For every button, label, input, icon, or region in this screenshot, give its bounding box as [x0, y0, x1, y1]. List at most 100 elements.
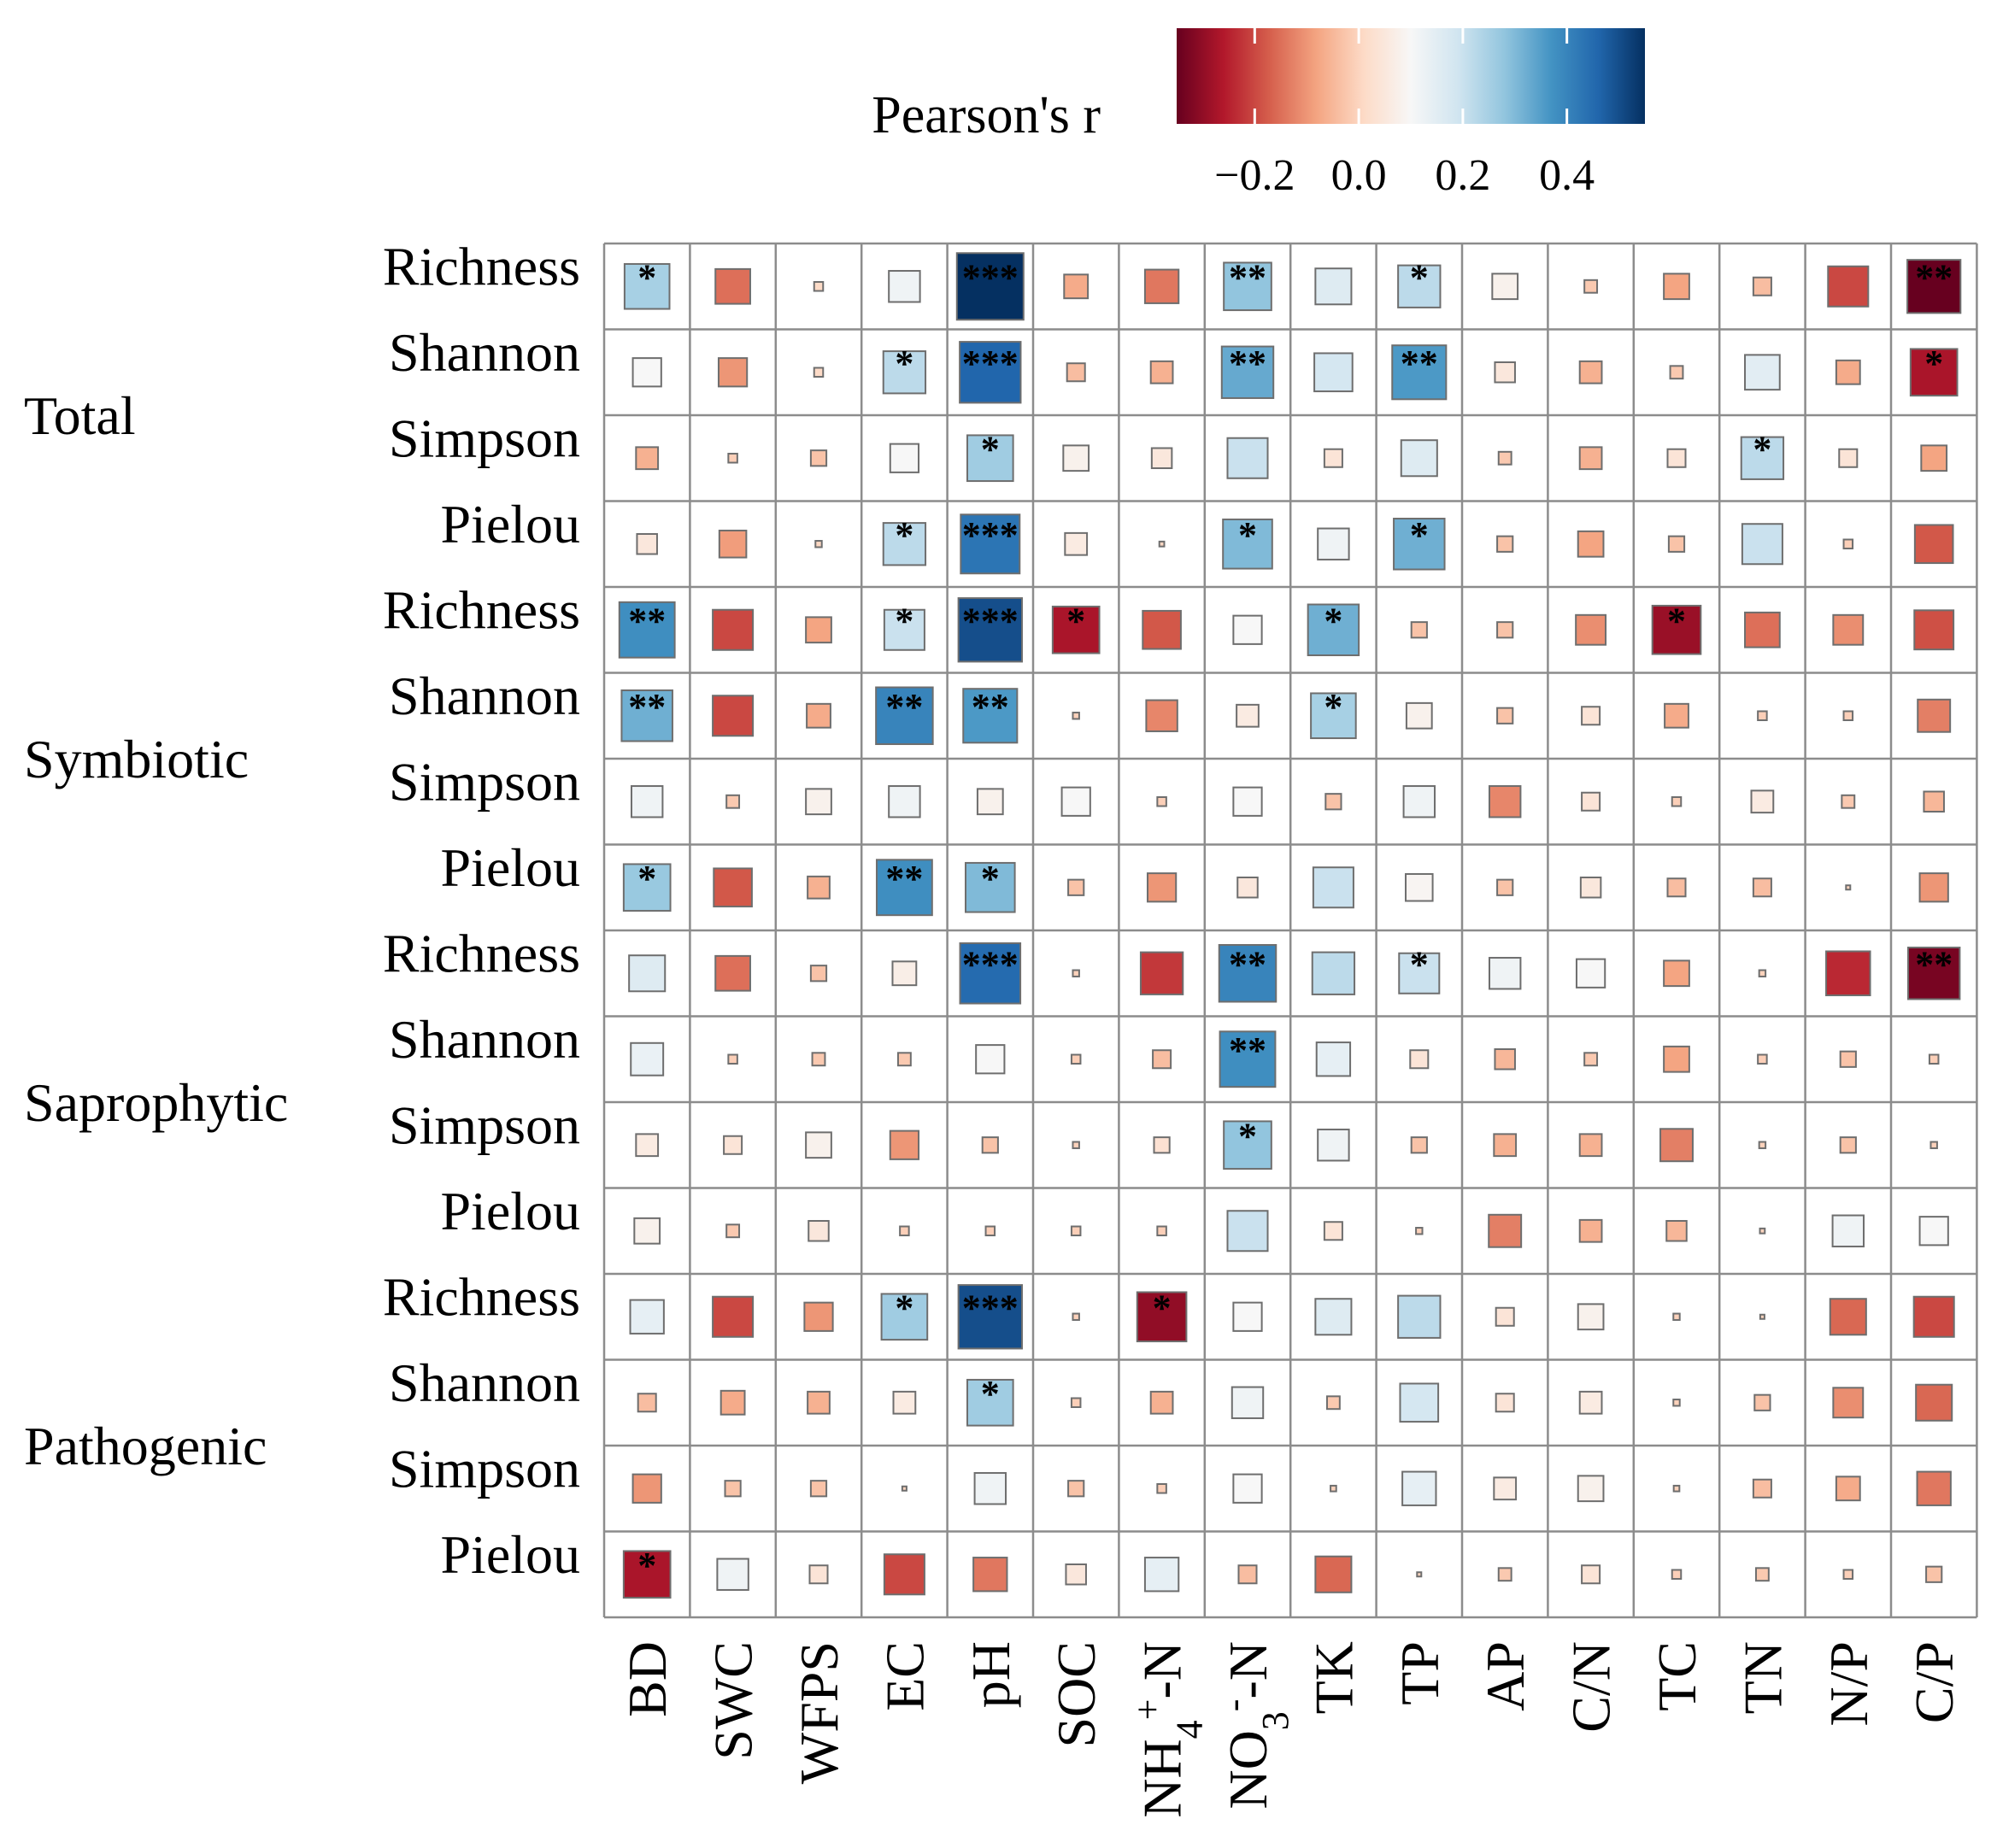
heatmap-cell	[631, 357, 662, 388]
heatmap-cell	[805, 1131, 832, 1159]
significance-mark: *	[981, 1373, 1000, 1415]
heatmap-cell	[1667, 535, 1686, 553]
significance-mark: *	[1238, 1115, 1257, 1157]
heatmap-cell	[1832, 613, 1865, 646]
significance-mark: *	[637, 858, 656, 900]
heatmap-cell	[1672, 1484, 1681, 1493]
row-label: Shannon	[389, 322, 580, 383]
heatmap-cell	[629, 1299, 665, 1335]
heatmap-cell	[957, 597, 1023, 663]
heatmap-cell	[1397, 1294, 1442, 1339]
heatmap-cell	[628, 954, 667, 993]
heatmap-cell	[1578, 1218, 1603, 1243]
heatmap-cell	[1064, 531, 1089, 556]
heatmap-cell	[1330, 1484, 1337, 1493]
heatmap-cell	[718, 529, 748, 559]
heatmap-cell	[1156, 1225, 1167, 1237]
heatmap-cell	[1578, 1133, 1603, 1158]
column-label: SWC	[703, 1641, 764, 1760]
row-label: Simpson	[389, 1438, 580, 1499]
heatmap-cell	[1496, 535, 1514, 553]
heatmap-cell	[1405, 872, 1434, 902]
heatmap-cell	[713, 867, 753, 908]
heatmap-cell	[1236, 703, 1260, 728]
heatmap-cell	[1839, 1050, 1857, 1068]
heatmap-cell	[809, 1480, 828, 1498]
heatmap-cell	[1065, 1563, 1087, 1586]
heatmap-cell	[1139, 951, 1184, 995]
group-labels: Total Symbiotic Saprophytic Pathogenic	[24, 385, 288, 1476]
heatmap-cell	[630, 785, 664, 818]
heatmap-cell	[1236, 876, 1259, 899]
heatmap-cell	[635, 1133, 660, 1158]
column-label: TN	[1732, 1641, 1793, 1714]
significance-mark: *	[981, 428, 1000, 470]
heatmap-cell	[712, 608, 755, 651]
heatmap-cell	[1409, 1049, 1430, 1070]
heatmap-cell	[622, 1550, 672, 1599]
heatmap-cell	[1410, 621, 1428, 639]
heatmap-cell	[1311, 951, 1356, 995]
heatmap-cell	[1072, 1141, 1080, 1149]
significance-mark: *	[981, 858, 1000, 900]
row-label: Pielou	[440, 1181, 580, 1241]
heatmap-cell	[1671, 1569, 1683, 1581]
column-label: pH	[960, 1641, 1021, 1708]
heatmap-cell	[959, 942, 1022, 1005]
heatmap-cell	[1669, 365, 1684, 380]
heatmap-cell	[633, 1217, 661, 1245]
heatmap-cell	[1143, 268, 1180, 304]
column-label: N/P	[1818, 1641, 1879, 1727]
heatmap-cell	[1665, 1219, 1688, 1242]
significance-mark: ***	[962, 600, 1019, 642]
heatmap-cell	[1070, 1397, 1082, 1409]
heatmap-cell	[1577, 1475, 1605, 1503]
heatmap-cell	[631, 1473, 662, 1504]
heatmap-cell	[1920, 444, 1948, 472]
significance-mark: *	[1924, 343, 1943, 384]
significance-mark: *	[1410, 943, 1429, 985]
significance-mark: **	[885, 858, 923, 900]
heatmap-cell	[1488, 785, 1522, 818]
heatmap-cell	[1578, 360, 1603, 384]
colorbar-tick-label: −0.2	[1214, 151, 1295, 200]
significance-mark: *	[895, 514, 913, 556]
heatmap-cell	[1575, 613, 1607, 646]
significance-mark: **	[1915, 943, 1953, 985]
group-label: Total	[24, 385, 136, 446]
heatmap-cell	[1231, 1386, 1265, 1419]
heatmap-cell	[957, 1284, 1023, 1350]
heatmap-cell	[880, 1293, 929, 1341]
heatmap-cell	[1066, 362, 1086, 383]
heatmap-cell	[813, 280, 825, 292]
heatmap-cell	[714, 267, 751, 305]
heatmap-cell	[1136, 1291, 1188, 1343]
colorbar-ticks: −0.2 0.0 0.2 0.4	[1214, 28, 1595, 200]
heatmap-cell	[1832, 1387, 1865, 1419]
heatmap-cell	[1664, 702, 1689, 729]
heatmap-cell	[1750, 789, 1775, 814]
heatmap-cell	[1232, 786, 1263, 817]
heatmap-cell	[1070, 1053, 1082, 1065]
heatmap-cell	[1494, 361, 1516, 384]
heatmap-cell	[1759, 1313, 1765, 1320]
significance-mark: **	[1229, 343, 1266, 384]
colorbar-tick-label: 0.4	[1539, 151, 1595, 200]
heatmap-cell	[1149, 1390, 1174, 1415]
heatmap-cell	[1496, 707, 1514, 725]
heatmap-cell	[805, 788, 832, 816]
heatmap-cell	[883, 1553, 925, 1596]
heatmap-cell	[1402, 785, 1436, 818]
heatmap-cell	[1578, 446, 1603, 471]
heatmap-cell	[725, 794, 741, 809]
color-legend: Pearson's r −0.2 0.0 0.2 0.4	[872, 28, 1645, 200]
row-label: Richness	[383, 923, 580, 983]
heatmap-cell	[883, 608, 925, 651]
heatmap-cell	[1400, 439, 1438, 478]
column-label: TK	[1303, 1641, 1364, 1714]
significance-mark: *	[637, 1545, 656, 1587]
significance-mark: **	[1915, 256, 1953, 298]
heatmap-cell	[1496, 878, 1514, 896]
heatmap-cell	[1825, 950, 1871, 997]
significance-mark: **	[885, 686, 923, 728]
